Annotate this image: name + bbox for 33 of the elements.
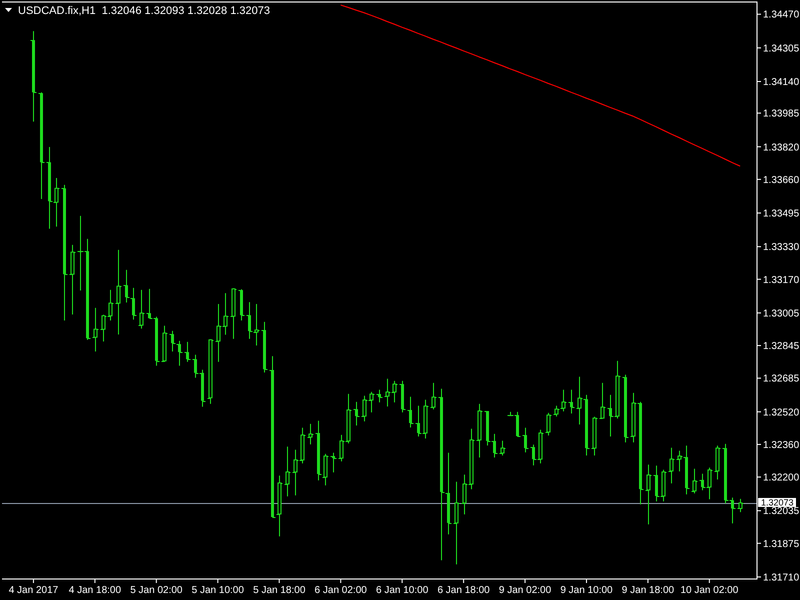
y-tick-label: 1.32035 bbox=[763, 506, 800, 518]
ref-line-label: 1.32073 bbox=[761, 498, 794, 508]
y-tick-label: 1.34140 bbox=[763, 77, 800, 88]
y-tick-label: 1.32520 bbox=[763, 407, 800, 418]
y-tick-label: 1.33660 bbox=[763, 174, 800, 186]
x-tick-label: 5 Jan 10:00 bbox=[192, 585, 244, 596]
y-tick-label: 1.32200 bbox=[763, 472, 800, 484]
y-tick-label: 1.32360 bbox=[763, 440, 800, 451]
y-tick-label: 1.33985 bbox=[763, 108, 800, 120]
x-tick-label: 6 Jan 02:00 bbox=[314, 585, 368, 596]
y-tick-label: 1.32845 bbox=[763, 341, 800, 352]
y-tick-label: 1.33170 bbox=[763, 274, 800, 286]
x-tick-label: 4 Jan 2017 bbox=[8, 585, 59, 596]
y-tick-label: 1.33495 bbox=[763, 208, 800, 220]
y-tick-label: 1.33005 bbox=[763, 308, 800, 320]
x-tick-label: 9 Jan 10:00 bbox=[560, 585, 614, 596]
y-tick-label: 1.34470 bbox=[763, 10, 800, 21]
chart-title: USDCAD.fix,H1 1.32046 1.32093 1.32028 1.32073 bbox=[18, 5, 270, 17]
x-tick-label: 6 Jan 10:00 bbox=[376, 585, 429, 596]
x-tick-label: 9 Jan 18:00 bbox=[622, 585, 674, 596]
y-tick-label: 1.31710 bbox=[763, 572, 800, 584]
y-tick-label: 1.34305 bbox=[763, 43, 800, 54]
x-tick-label: 5 Jan 02:00 bbox=[130, 585, 183, 596]
y-tick-label: 1.32685 bbox=[763, 374, 800, 385]
y-tick-label: 1.31875 bbox=[763, 538, 800, 550]
x-tick-label: 5 Jan 18:00 bbox=[253, 585, 306, 596]
x-tick-label: 10 Jan 02:00 bbox=[680, 585, 739, 596]
x-tick-label: 6 Jan 18:00 bbox=[437, 585, 490, 596]
x-tick-label: 4 Jan 18:00 bbox=[68, 585, 122, 596]
line-series bbox=[340, 4, 741, 167]
y-tick-label: 1.33330 bbox=[763, 242, 800, 254]
x-tick-label: 9 Jan 02:00 bbox=[498, 585, 552, 596]
y-tick-label: 1.33820 bbox=[763, 142, 800, 154]
